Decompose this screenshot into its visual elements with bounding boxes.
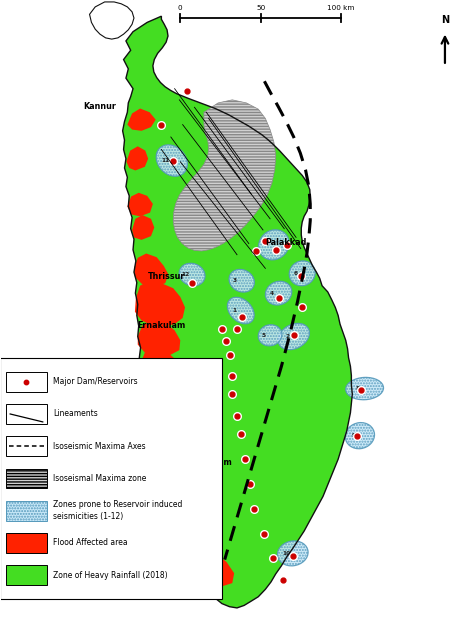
Ellipse shape xyxy=(259,230,289,260)
Text: 5: 5 xyxy=(261,333,265,338)
Bar xyxy=(6,437,46,456)
Text: Thiruvananthapuram: Thiruvananthapuram xyxy=(113,557,209,566)
Text: Kollam: Kollam xyxy=(201,458,232,467)
Text: 6: 6 xyxy=(293,271,298,276)
Ellipse shape xyxy=(345,423,374,449)
Text: Palakkad: Palakkad xyxy=(265,238,307,247)
Text: 10: 10 xyxy=(282,551,290,556)
Polygon shape xyxy=(142,376,188,413)
Polygon shape xyxy=(90,2,134,39)
Text: 50: 50 xyxy=(256,4,265,11)
Polygon shape xyxy=(134,253,168,287)
Text: seismicities (1-12): seismicities (1-12) xyxy=(53,512,123,521)
Ellipse shape xyxy=(278,324,310,350)
Ellipse shape xyxy=(229,270,255,292)
Ellipse shape xyxy=(277,541,308,566)
Ellipse shape xyxy=(258,325,282,346)
Polygon shape xyxy=(146,432,197,467)
Text: 3: 3 xyxy=(233,278,237,283)
FancyBboxPatch shape xyxy=(0,358,222,599)
Text: Isoseismal Maxima zone: Isoseismal Maxima zone xyxy=(53,474,146,483)
Ellipse shape xyxy=(228,297,254,324)
Text: 8: 8 xyxy=(356,386,360,391)
Text: Ernakulam: Ernakulam xyxy=(137,322,185,330)
Text: Flood Affected area: Flood Affected area xyxy=(53,538,128,547)
Ellipse shape xyxy=(265,281,292,305)
Text: 2: 2 xyxy=(285,334,289,339)
Ellipse shape xyxy=(179,263,205,286)
Polygon shape xyxy=(149,459,201,496)
Text: 0: 0 xyxy=(178,4,182,11)
Text: Thrissur: Thrissur xyxy=(147,272,185,281)
Polygon shape xyxy=(173,100,276,251)
Text: Isoseismic Maxima Axes: Isoseismic Maxima Axes xyxy=(53,442,146,451)
Ellipse shape xyxy=(156,145,187,176)
Bar xyxy=(6,565,46,585)
Text: Lineaments: Lineaments xyxy=(53,409,98,419)
Text: 11: 11 xyxy=(161,158,169,163)
Ellipse shape xyxy=(346,378,383,400)
Bar xyxy=(6,468,46,488)
Bar xyxy=(6,404,46,424)
Polygon shape xyxy=(123,16,352,608)
Polygon shape xyxy=(128,193,153,216)
Polygon shape xyxy=(128,109,156,131)
Text: 12: 12 xyxy=(182,272,190,277)
Polygon shape xyxy=(139,349,181,384)
Text: N: N xyxy=(441,16,449,25)
Ellipse shape xyxy=(289,261,315,286)
Polygon shape xyxy=(172,548,234,589)
Polygon shape xyxy=(138,320,180,356)
Polygon shape xyxy=(162,519,222,559)
Polygon shape xyxy=(144,404,191,440)
Text: Major Dam/Reservoirs: Major Dam/Reservoirs xyxy=(53,377,138,386)
Text: 100 km: 100 km xyxy=(327,4,355,11)
Text: 7: 7 xyxy=(265,242,269,247)
Bar xyxy=(6,501,46,520)
Text: 4: 4 xyxy=(270,291,274,296)
Polygon shape xyxy=(127,147,148,171)
Bar xyxy=(6,372,46,392)
Text: Zones prone to Reservoir induced: Zones prone to Reservoir induced xyxy=(53,500,182,509)
Polygon shape xyxy=(135,281,185,327)
Bar xyxy=(6,533,46,553)
Text: Kannur: Kannur xyxy=(83,101,117,111)
Text: Zone of Heavy Rainfall (2018): Zone of Heavy Rainfall (2018) xyxy=(53,571,168,579)
Text: 9: 9 xyxy=(351,433,355,438)
Text: Alappuzha: Alappuzha xyxy=(137,380,185,389)
Polygon shape xyxy=(156,489,213,528)
Polygon shape xyxy=(132,215,155,240)
Text: 1: 1 xyxy=(232,308,236,313)
